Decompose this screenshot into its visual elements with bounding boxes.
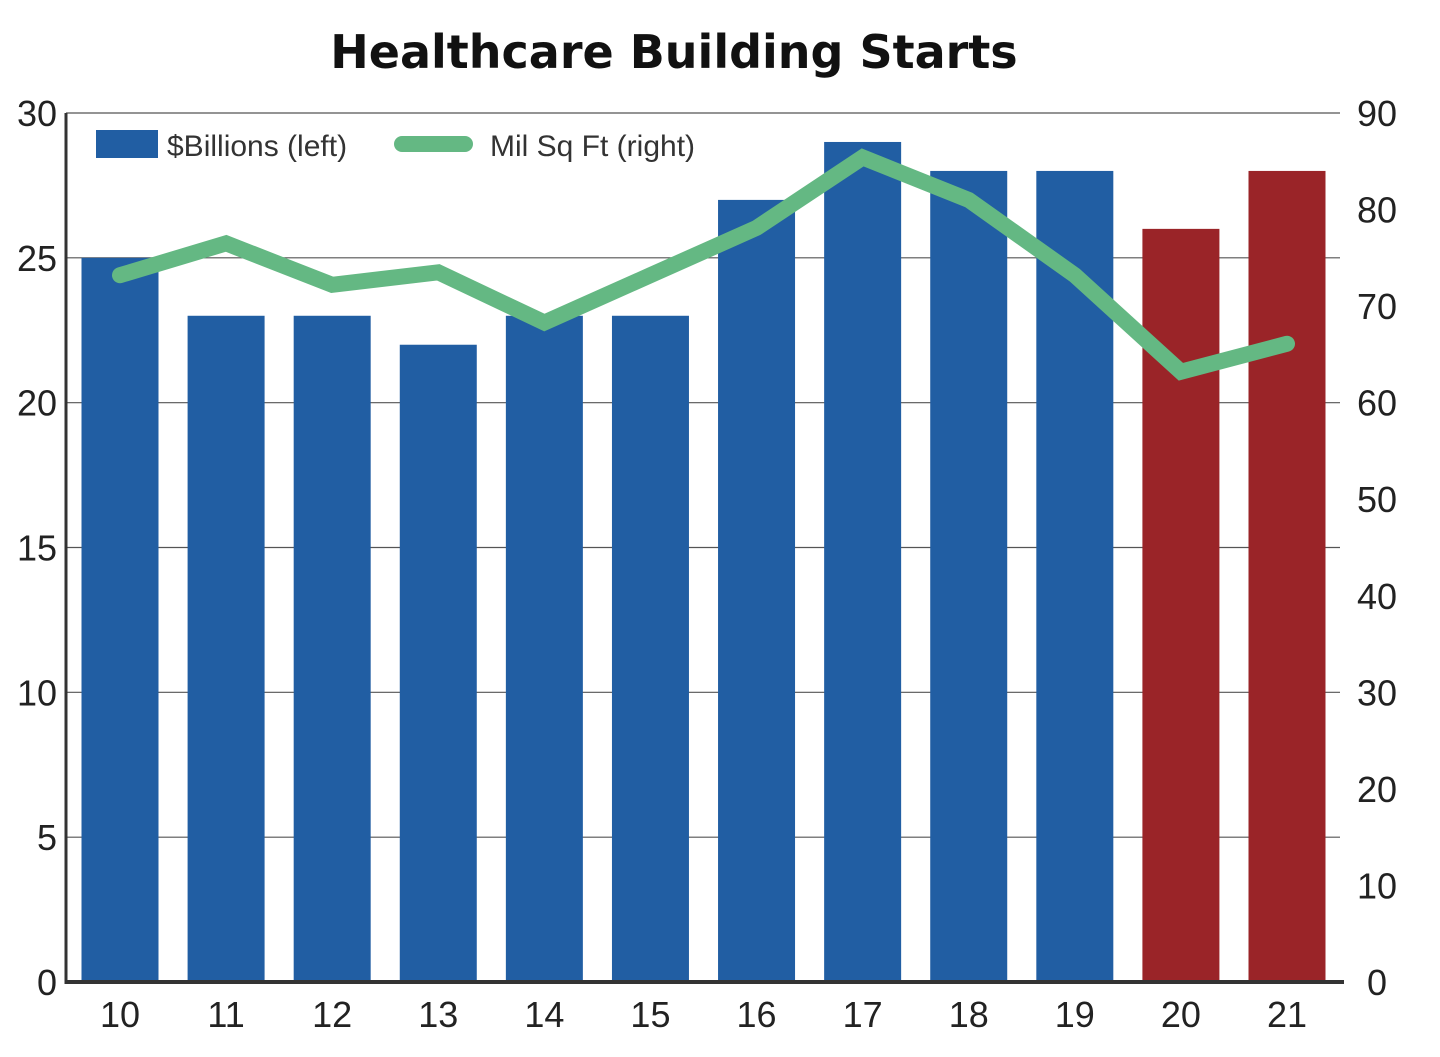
left-tick-label: 25 [17,238,57,279]
right-tick-label: 90 [1357,93,1397,134]
chart-title: Healthcare Building Starts [330,25,1017,79]
x-tick-label: 20 [1161,994,1201,1035]
legend: $Billions (left) Mil Sq Ft (right) [96,130,695,163]
x-tick-label: 13 [418,994,458,1035]
bar-15 [611,315,689,982]
left-tick-label: 30 [17,93,57,134]
x-tick-label: 17 [843,994,883,1035]
legend-swatch-bar [96,130,158,158]
right-tick-label: 0 [1367,962,1387,1003]
x-tick-label: 10 [100,994,140,1035]
x-tick-label: 15 [630,994,670,1035]
bar-11 [187,315,265,982]
line-series [112,148,1295,381]
right-tick-label: 10 [1357,865,1397,906]
x-tick-label: 16 [737,994,777,1035]
right-tick-label: 50 [1357,479,1397,520]
x-tick-label: 19 [1055,994,1095,1035]
bar-14 [505,315,583,982]
tick-labels: 0 5 10 15 20 25 30 0 10 20 30 40 50 60 70 80 90 10 11 12 13 1… [17,93,1397,1035]
left-tick-label: 20 [17,383,57,424]
right-tick-label: 60 [1357,383,1397,424]
x-tick-label: 21 [1267,994,1307,1035]
bars [81,141,1326,982]
left-tick-label: 10 [17,672,57,713]
x-tick-label: 12 [312,994,352,1035]
x-tick-label: 14 [524,994,564,1035]
bar-10 [81,257,159,982]
bar-12 [293,315,371,982]
right-tick-label: 30 [1357,672,1397,713]
bar-21 [1248,170,1326,982]
right-tick-label: 80 [1357,190,1397,231]
x-tick-label: 18 [949,994,989,1035]
axes [64,113,1344,984]
right-tick-label: 40 [1357,576,1397,617]
bar-18 [930,170,1008,982]
left-tick-label: 15 [17,528,57,569]
x-tick-label: 11 [207,994,244,1035]
left-tick-label: 5 [37,817,57,858]
right-tick-label: 70 [1357,286,1397,327]
bar-13 [399,344,477,982]
bar-17 [824,141,902,982]
legend-label-bar: $Billions (left) [167,130,347,163]
line-path [112,148,1295,381]
bar-16 [718,199,796,982]
right-tick-label: 20 [1357,769,1397,810]
left-tick-label: 0 [37,962,57,1003]
legend-label-line: Mil Sq Ft (right) [490,130,695,163]
